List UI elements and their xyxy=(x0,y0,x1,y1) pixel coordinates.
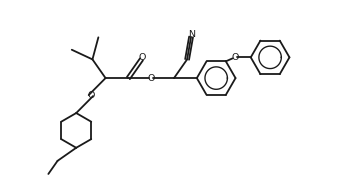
Text: O: O xyxy=(87,91,94,100)
Text: N: N xyxy=(188,30,196,40)
Text: O: O xyxy=(147,74,155,83)
Text: O: O xyxy=(139,53,146,62)
Text: O: O xyxy=(231,53,238,62)
